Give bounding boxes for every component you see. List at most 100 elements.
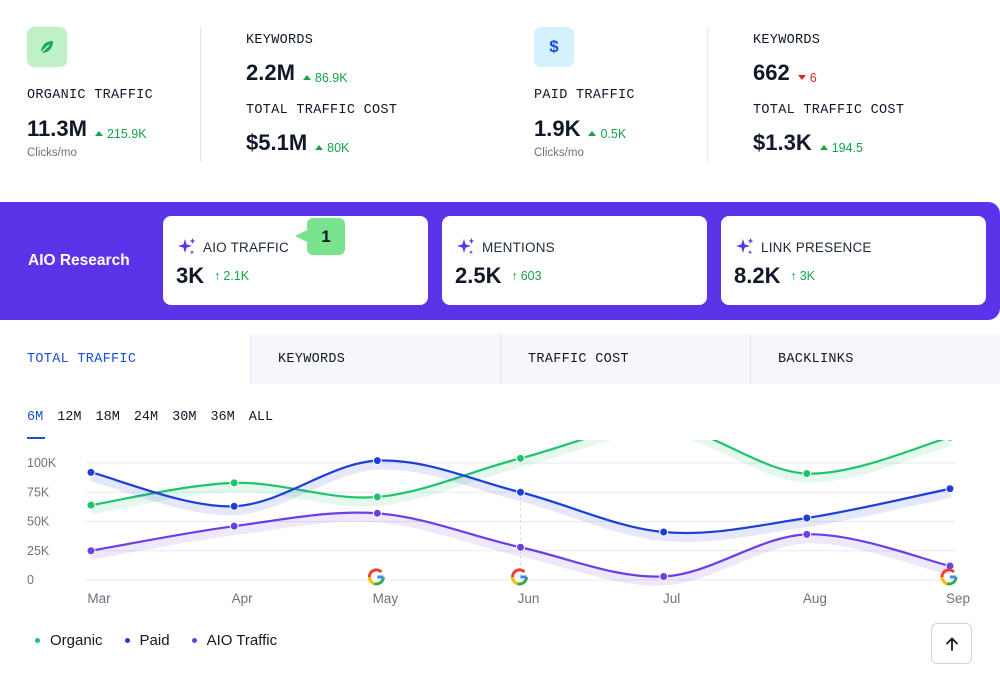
range-12m[interactable]: 12M [57, 410, 82, 425]
data-point-organic [86, 500, 96, 510]
aio-traffic-label: AIO TRAFFIC [203, 240, 289, 255]
organic-cost-number: $5.1M [246, 130, 308, 155]
legend-organic[interactable]: Organic [35, 632, 103, 649]
arrow-up-icon: ↑ [214, 269, 221, 283]
mentions-card[interactable]: MENTIONS 2.5K ↑ 603 [442, 216, 707, 305]
leaf-icon [27, 27, 67, 67]
data-point-aio-traffic [802, 529, 812, 539]
sparkles-icon [178, 238, 196, 255]
legend-aio-traffic[interactable]: AIO Traffic [191, 632, 277, 649]
google-icon-segment [940, 576, 948, 586]
x-tick-label: Aug [803, 591, 827, 606]
paid-cost-change: 194.5 [819, 141, 863, 155]
metrics-overview: ORGANIC TRAFFIC 11.3M 215.9K Clicks/mo K… [0, 0, 1000, 180]
mentions-label: MENTIONS [482, 240, 555, 255]
link-presence-value: 8.2K ↑ 3K [734, 263, 815, 289]
aio-traffic-change: ↑ 2.1K [214, 269, 250, 283]
range-all[interactable]: ALL [248, 410, 274, 425]
data-point-organic [946, 440, 954, 442]
range-30m[interactable]: 30M [172, 410, 197, 425]
divider [200, 27, 201, 162]
range-active-underline [27, 437, 45, 439]
data-point-organic [802, 469, 812, 479]
paid-cost-number: $1.3K [753, 130, 812, 155]
organic-cost-value: $5.1M 80K [246, 130, 349, 156]
tab-traffic-cost[interactable]: TRAFFIC COST [500, 334, 750, 384]
google-icon [510, 568, 528, 586]
range-6m[interactable]: 6M [27, 410, 44, 425]
paid-cost-value: $1.3K 194.5 [753, 130, 863, 156]
google-icon [367, 568, 385, 586]
callout-badge: 1 [307, 218, 345, 255]
data-point-paid [86, 467, 96, 477]
dollar-icon: $ [534, 27, 574, 67]
mentions-change: ↑ 603 [511, 269, 542, 283]
aio-research-title: AIO Research [28, 252, 130, 269]
tab-backlinks[interactable]: BACKLINKS [750, 334, 1000, 384]
data-point-organic [372, 492, 382, 502]
series-shadow-organic [90, 440, 952, 515]
tab-total-traffic[interactable]: TOTAL TRAFFIC [0, 334, 250, 384]
paid-unit: Clicks/mo [534, 147, 584, 159]
google-icon-segment [940, 568, 956, 578]
paid-cost-label: TOTAL TRAFFIC COST [753, 103, 905, 118]
range-selector: 6M 12M 18M 24M 30M 36M ALL [27, 410, 287, 425]
sparkles-icon [457, 238, 475, 255]
badge-pointer [295, 230, 307, 242]
google-icon-segment [367, 568, 383, 578]
data-point-aio-traffic [86, 546, 96, 556]
data-point-paid [372, 456, 382, 466]
organic-cost-label: TOTAL TRAFFIC COST [246, 103, 398, 118]
y-tick-label: 100K [27, 456, 57, 470]
x-tick-label: Mar [87, 591, 111, 606]
data-point-organic [516, 453, 525, 463]
x-tick-label: May [373, 591, 399, 606]
data-point-aio-traffic [659, 571, 669, 581]
traffic-line-chart: 100K 75K 50K 25K 0 Mar Apr May Jun Jul Aug Sep [27, 440, 970, 606]
data-point-aio-traffic [229, 521, 239, 531]
legend-paid[interactable]: Paid [124, 632, 170, 649]
metric-tabs: TOTAL TRAFFIC KEYWORDS TRAFFIC COST BACK… [0, 334, 1000, 384]
y-tick-label: 75K [27, 485, 50, 499]
organic-keywords-number: 2.2M [246, 60, 295, 85]
range-24m[interactable]: 24M [133, 410, 159, 425]
organic-keywords-value: 2.2M 86.9K [246, 60, 348, 86]
data-point-aio-traffic [372, 508, 382, 518]
organic-traffic-change: 215.9K [94, 127, 147, 141]
organic-traffic-label: ORGANIC TRAFFIC [27, 88, 154, 103]
google-icon-segment [511, 576, 519, 586]
google-icon-segment [367, 576, 375, 586]
paid-traffic-change: 0.5K [588, 127, 626, 141]
link-presence-number: 8.2K [734, 263, 781, 288]
tab-keywords[interactable]: KEYWORDS [250, 334, 500, 384]
range-18m[interactable]: 18M [95, 410, 120, 425]
arrow-up-icon: ↑ [790, 269, 797, 283]
legend-dot [35, 638, 40, 643]
scroll-to-top-button[interactable] [931, 623, 972, 664]
google-icon [940, 568, 958, 586]
legend-dot [191, 638, 197, 643]
x-tick-label: Apr [232, 591, 254, 606]
google-icon-segment [510, 568, 526, 578]
arrow-up-icon [945, 637, 958, 651]
series-shadow-aio-traffic [90, 513, 951, 586]
link-presence-card[interactable]: LINK PRESENCE 8.2K ↑ 3K [721, 216, 986, 305]
range-36m[interactable]: 36M [210, 410, 235, 425]
organic-traffic-number: 11.3M [27, 116, 87, 141]
data-point-organic [229, 478, 239, 488]
series-shadow-paid [90, 461, 951, 542]
x-tick-label: Jun [518, 591, 540, 606]
x-tick-label: Sep [946, 591, 970, 606]
divider [707, 27, 708, 162]
y-tick-label: 0 [27, 573, 34, 587]
sparkles-icon [736, 238, 754, 255]
mentions-value: 2.5K ↑ 603 [455, 263, 542, 289]
aio-traffic-value: 3K ↑ 2.1K [176, 263, 249, 289]
data-point-paid [516, 487, 525, 497]
data-point-paid [229, 501, 239, 511]
paid-keywords-change: 6 [797, 71, 817, 85]
data-point-paid [945, 484, 955, 494]
paid-keywords-label: KEYWORDS [753, 33, 821, 48]
organic-traffic-value: 11.3M 215.9K [27, 116, 147, 142]
organic-keywords-label: KEYWORDS [246, 33, 314, 48]
